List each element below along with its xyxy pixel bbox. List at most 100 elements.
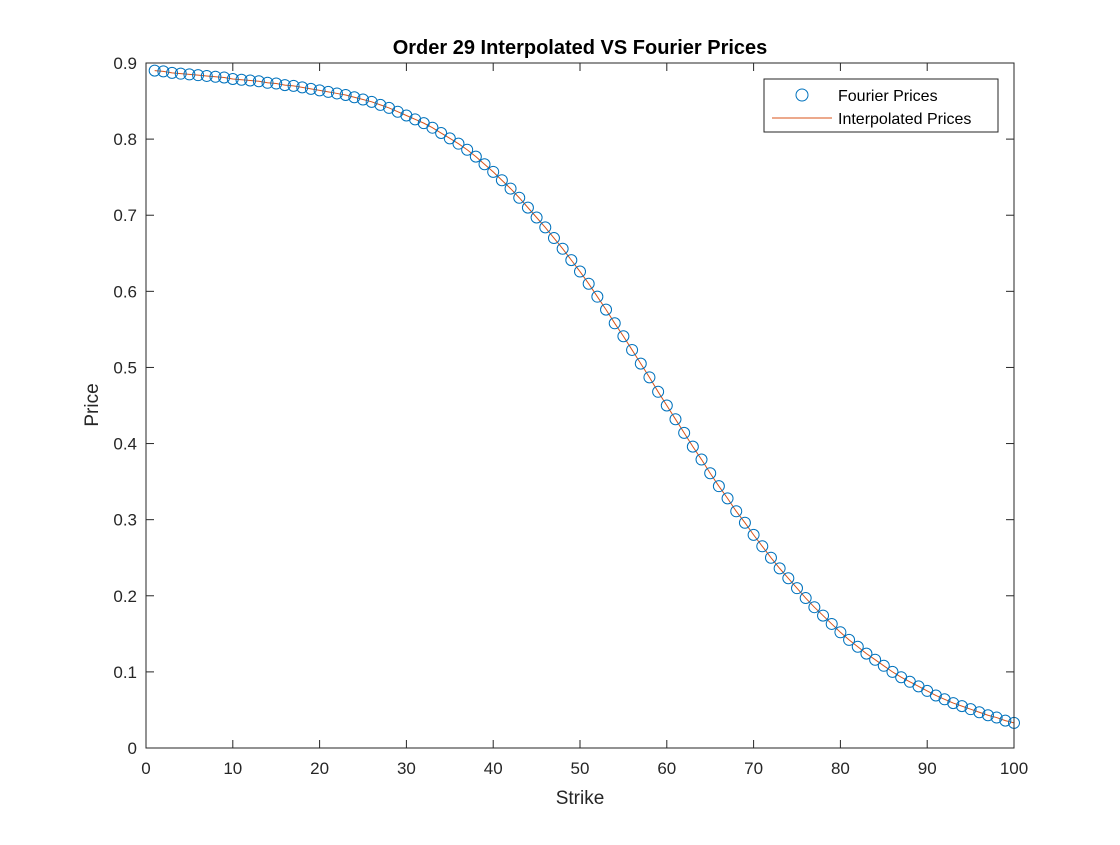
x-tick-label: 80 [831,759,850,778]
data-point-fourier-prices [660,399,673,412]
y-tick-label: 0.7 [113,206,137,225]
data-point-fourier-prices [261,76,274,89]
data-point-fourier-prices [808,601,821,614]
data-point-fourier-prices [860,647,873,660]
data-point-fourier-prices [756,540,769,553]
data-point-fourier-prices [938,693,951,706]
series-layer [148,64,1020,729]
data-point-fourier-prices [574,265,586,278]
x-tick-label: 20 [310,759,329,778]
data-point-fourier-prices [400,109,413,122]
data-point-fourier-prices [426,121,439,134]
data-point-fourier-prices [652,385,665,398]
data-point-fourier-prices [166,66,179,79]
data-point-fourier-prices [843,633,856,646]
data-point-fourier-prices [669,413,682,426]
data-point-fourier-prices [435,127,448,140]
plot-area [146,63,1014,748]
x-tick-label: 90 [918,759,937,778]
data-point-fourier-prices [591,290,604,303]
data-point-fourier-prices [695,453,708,466]
data-point-fourier-prices [799,592,812,605]
data-point-fourier-prices [469,150,482,163]
data-point-fourier-prices [817,609,830,622]
data-point-fourier-prices [539,221,552,234]
data-point-fourier-prices [209,70,222,83]
legend-label-fourier-prices: Fourier Prices [838,88,938,105]
data-point-fourier-prices [487,165,500,178]
data-point-fourier-prices [825,617,838,630]
data-point-fourier-prices [192,69,205,82]
data-point-fourier-prices [530,211,543,224]
data-point-fourier-prices [643,371,656,384]
y-tick-label: 0.5 [113,358,137,377]
data-point-fourier-prices [513,191,526,204]
data-point-fourier-prices [383,101,396,114]
data-point-fourier-prices [686,440,699,453]
data-point-fourier-prices [981,709,994,722]
data-point-fourier-prices [973,706,986,719]
x-tick-label: 30 [397,759,416,778]
data-point-fourier-prices [721,492,734,505]
data-point-fourier-prices [287,79,300,92]
x-tick-label: 40 [484,759,503,778]
y-tick-label: 0 [128,739,137,758]
y-tick-label: 0.1 [113,663,137,682]
data-point-fourier-prices [357,93,369,106]
legend-label-interpolated-prices: Interpolated Prices [838,111,971,128]
data-point-fourier-prices [999,714,1012,727]
data-point-fourier-prices [461,143,474,156]
axes-layer: 0 10 20 30 40 50 60 70 80 90 100 0 0.1 0.2 0.3 0.4 0.5 0.… [113,54,1028,778]
y-tick-label: 0.8 [113,130,137,149]
data-point-fourier-prices [947,697,960,710]
y-tick-label: 0.2 [113,587,137,606]
data-point-fourier-prices [617,330,630,343]
data-point-fourier-prices [764,551,777,564]
data-point-fourier-prices [226,72,239,85]
data-point-fourier-prices [782,572,795,585]
data-point-fourier-prices [886,665,899,678]
data-point-fourier-prices [791,582,803,595]
data-point-fourier-prices [600,303,613,316]
legend-marker-fourier-prices [795,88,809,102]
data-point-fourier-prices [582,277,595,290]
data-point-fourier-prices [929,689,942,702]
data-point-fourier-prices [990,711,1003,724]
data-point-fourier-prices [452,137,465,150]
data-point-fourier-prices [556,242,569,255]
data-point-fourier-prices [634,357,647,370]
data-point-fourier-prices [443,132,456,145]
chart-title: Order 29 Interpolated VS Fourier Prices [393,37,768,59]
data-point-fourier-prices [391,105,404,118]
x-tick-label: 70 [744,759,763,778]
data-point-fourier-prices [869,653,882,666]
data-point-fourier-prices [330,87,343,100]
data-point-fourier-prices [730,505,743,518]
data-point-fourier-prices [409,113,422,126]
data-point-fourier-prices [365,95,378,108]
data-point-fourier-prices [174,67,187,80]
data-point-fourier-prices [278,79,291,92]
data-point-fourier-prices [495,174,508,187]
data-point-fourier-prices [964,703,977,716]
x-tick-label: 60 [657,759,676,778]
data-point-fourier-prices [183,68,196,81]
data-point-fourier-prices [877,659,890,672]
data-point-fourier-prices [218,71,231,84]
data-point-fourier-prices [521,201,534,214]
data-point-fourier-prices [313,84,326,97]
x-tick-label: 50 [571,759,590,778]
data-point-fourier-prices [304,82,317,95]
data-point-fourier-prices [270,77,283,90]
data-point-fourier-prices [200,69,213,82]
data-point-fourier-prices [678,426,691,439]
data-point-fourier-prices [608,317,621,330]
data-point-fourier-prices [773,562,786,575]
data-point-fourier-prices [157,65,170,78]
legend: Fourier Prices Interpolated Prices [763,78,999,133]
x-tick-label: 0 [141,759,150,778]
y-tick-label: 0.3 [113,511,137,530]
y-tick-label: 0.6 [113,282,137,301]
data-point-fourier-prices [296,81,309,94]
